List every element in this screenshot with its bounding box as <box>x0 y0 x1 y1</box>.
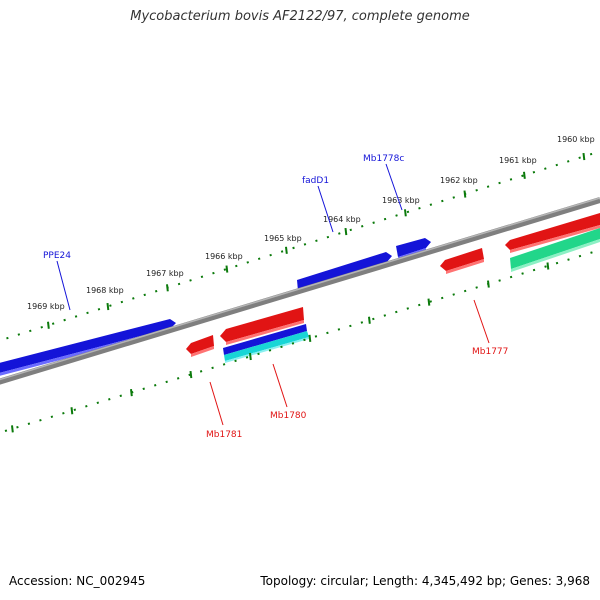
leader-Mb1778c <box>385 163 403 211</box>
inner-major-tick-9 <box>546 262 550 270</box>
other-features <box>223 228 600 363</box>
inner-major-tick-2 <box>130 389 133 397</box>
major-tick-3 <box>225 265 229 273</box>
major-tick-4 <box>285 246 288 254</box>
gene-Mb1777-shadow <box>446 259 484 274</box>
tick-label-1965: 1965 kbp <box>264 234 302 243</box>
label-fadD1[interactable]: fadD1 <box>302 176 329 186</box>
map-title: Mycobacterium bovis AF2122/97, complete … <box>130 9 470 24</box>
genome-backbone <box>0 197 600 385</box>
label-PPE24[interactable]: PPE24 <box>43 251 71 261</box>
inner-major-tick-3 <box>189 370 193 379</box>
kbp-labels: 1969 kbp 1968 kbp 1967 kbp 1966 kbp 1965… <box>27 135 595 311</box>
major-tick-9 <box>582 152 586 161</box>
major-tick-6 <box>404 209 407 217</box>
inner-major-tick-4 <box>249 352 252 361</box>
inner-major-tick-6 <box>368 316 371 324</box>
feature-cyan-band-shadow <box>225 337 309 363</box>
tick-label-1961: 1961 kbp <box>499 156 537 165</box>
gene-right-red-shadow <box>510 225 600 253</box>
major-tick-1 <box>106 302 110 311</box>
major-tick-7 <box>463 190 467 198</box>
tick-label-1963: 1963 kbp <box>382 196 420 205</box>
accession-text: Accession: NC_002945 <box>9 574 146 588</box>
feature-teal-band-shadow <box>511 239 600 272</box>
tick-label-1969: 1969 kbp <box>27 302 65 311</box>
feature-teal-band[interactable] <box>510 228 600 269</box>
gene-Mb1777[interactable] <box>440 248 484 271</box>
gene-Mb1781-shadow <box>191 346 214 357</box>
leader-Mb1781 <box>209 381 224 426</box>
major-tick-2 <box>166 284 169 292</box>
label-Mb1777[interactable]: Mb1777 <box>472 347 508 357</box>
gene-PPE24[interactable] <box>0 319 176 374</box>
major-ticks <box>47 152 586 329</box>
tick-label-1966: 1966 kbp <box>205 252 243 261</box>
leader-Mb1777 <box>473 299 490 344</box>
major-tick-0 <box>47 321 50 329</box>
major-tick-5 <box>344 227 348 236</box>
gene-Mb1778c[interactable] <box>396 238 431 257</box>
genome-backbone-highlight <box>0 197 600 381</box>
gene-Mb1781[interactable] <box>186 335 214 354</box>
inner-major-tick-7 <box>427 298 431 306</box>
tick-label-1968: 1968 kbp <box>86 286 124 295</box>
topology-summary: Topology: circular; Length: 4,345,492 bp… <box>260 574 590 588</box>
gene-right-red[interactable] <box>505 213 600 250</box>
leader-fadD1 <box>317 185 334 233</box>
tick-label-1962: 1962 kbp <box>440 176 478 185</box>
label-Mb1781[interactable]: Mb1781 <box>206 430 242 440</box>
gene-labels: PPE24 fadD1 Mb1778c Mb1777 Mb1780 Mb1781 <box>43 154 508 440</box>
inner-major-tick-5 <box>308 334 312 342</box>
feature-cyan-band[interactable] <box>224 331 309 361</box>
tick-label-1964: 1964 kbp <box>323 215 361 224</box>
major-tick-8 <box>523 171 526 179</box>
gene-Mb1780[interactable] <box>220 307 304 342</box>
reverse-genes <box>186 213 600 357</box>
gene-Mb1780-shadow <box>226 320 304 345</box>
leader-Mb1780 <box>272 363 288 408</box>
tick-label-1967: 1967 kbp <box>146 269 184 278</box>
inner-major-tick-1 <box>70 407 74 415</box>
inner-major-tick-0 <box>11 425 14 433</box>
feature-blue-band[interactable] <box>223 324 307 355</box>
label-Mb1778c[interactable]: Mb1778c <box>363 154 404 164</box>
inner-major-ticks <box>11 262 550 433</box>
label-Mb1780[interactable]: Mb1780 <box>270 411 307 421</box>
tick-label-1960: 1960 kbp <box>557 135 595 144</box>
leader-PPE24 <box>56 260 71 311</box>
gene-fadD1[interactable] <box>297 252 392 291</box>
inner-major-tick-8 <box>487 280 490 288</box>
